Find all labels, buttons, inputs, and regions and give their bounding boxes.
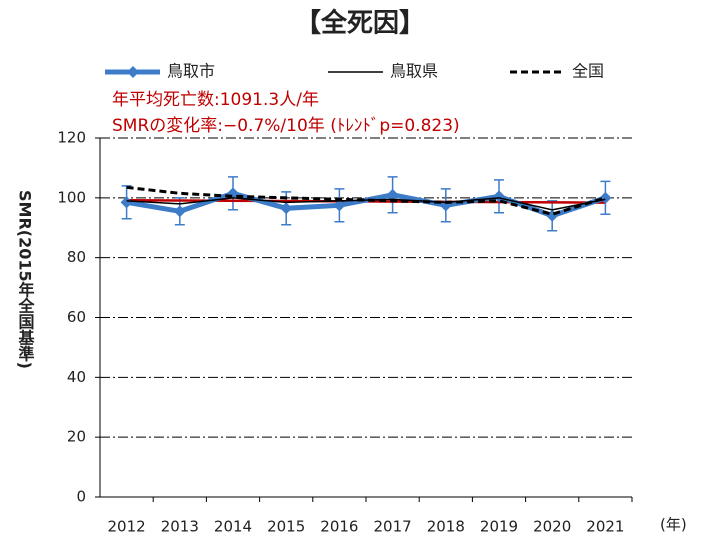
x-tick-label: 2016 [320, 518, 358, 536]
y-tick-label: 40 [67, 368, 86, 386]
x-tick-label: 2014 [214, 518, 252, 536]
legend-marker [127, 66, 139, 78]
marker [120, 196, 133, 209]
legend-label: 鳥取県 [390, 62, 438, 81]
y-axis-label: SMR(2015年全国基準) [16, 190, 36, 369]
x-tick-label: 2012 [108, 518, 146, 536]
x-tick-label: 2017 [374, 518, 412, 536]
marker [493, 190, 505, 203]
y-tick-label: 60 [67, 308, 86, 326]
y-tick-label: 20 [67, 428, 86, 446]
y-tick-label: 0 [76, 488, 86, 506]
legend-label: 全国 [572, 62, 604, 81]
series-line [126, 185, 606, 216]
x-tick-label: 2019 [480, 518, 518, 536]
x-tick-label: 2018 [427, 518, 465, 536]
y-tick-label: 80 [67, 248, 86, 266]
x-tick-label: 2013 [161, 518, 199, 536]
marker [599, 191, 612, 204]
legend-label: 鳥取市 [167, 62, 215, 81]
marker [173, 205, 186, 218]
marker [333, 199, 346, 212]
x-tick-label: 2020 [533, 518, 571, 536]
y-tick-label: 100 [57, 188, 86, 206]
series-line [126, 190, 607, 219]
annotation: SMRの変化率:−0.7%/10年 (ﾄﾚﾝﾄﾞp=0.823) [112, 116, 460, 136]
x-axis-label: (年) [660, 516, 687, 534]
y-tick-label: 120 [57, 129, 86, 147]
x-tick-label: 2021 [586, 518, 624, 536]
marker [386, 188, 399, 201]
chart-title: 【全死因】 [295, 8, 425, 39]
series-line [126, 197, 606, 211]
marker [280, 202, 293, 215]
annotation: 年平均死亡数:1091.3人/年 [112, 90, 319, 110]
x-tick-label: 2015 [267, 518, 305, 536]
